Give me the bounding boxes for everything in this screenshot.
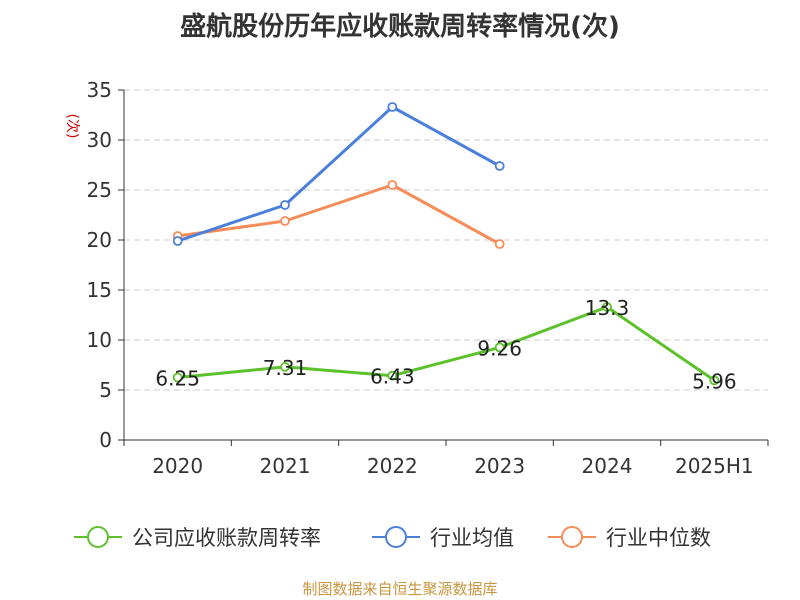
y-tick-label: 10 [87,328,112,352]
data-label: 7.31 [263,356,308,380]
x-tick-label: 2020 [152,454,203,478]
data-label: 5.96 [692,369,737,393]
legend-item: 行业中位数 [548,526,711,550]
x-tick-label: 2021 [260,454,311,478]
data-label: 13.3 [585,296,630,320]
data-labels: 6.25 7.31 6.43 9.26 13.3 5.96 [155,296,736,393]
y-tick-label: 15 [87,278,112,302]
data-point [387,370,398,381]
data-point [494,239,505,249]
data-point [387,180,398,190]
legend: 公司应收账款周转率 行业均值 行业中位数 [74,526,711,550]
legend-marker [385,526,407,548]
data-point [280,361,290,372]
x-tick-label: 2024 [582,454,633,478]
data-point [387,102,398,112]
y-tick-label: 35 [87,78,112,102]
data-label: 9.26 [477,336,522,360]
legend-marker [87,526,109,548]
data-label: 6.25 [155,367,200,391]
series-lines [172,102,720,386]
chart-title: 盛航股份历年应收账款周转率情况(次) [180,12,620,42]
legend-label: 行业中位数 [606,526,711,550]
legend-label: 公司应收账款周转率 [132,526,321,550]
y-tick-label: 25 [87,178,112,202]
x-tick-label: 2023 [474,454,525,478]
legend-label: 行业均值 [430,526,514,550]
data-point [172,236,183,246]
y-axis-label: (次) [64,114,80,139]
data-label: 6.43 [370,365,415,389]
x-tick-label: 2022 [367,454,418,478]
legend-item: 公司应收账款周转率 [74,526,321,550]
data-point [709,375,720,386]
data-point [280,200,290,210]
y-tick-label: 0 [99,428,112,452]
data-point [602,302,612,312]
axes: 0 5 10 15 20 25 30 35 2020 2021 2022 2023 2024 2025H1… [64,78,769,478]
x-tick-label: 2025H1 [675,454,754,478]
y-tick-label: 5 [99,378,112,402]
grid-lines [124,89,768,391]
data-point [280,216,290,226]
legend-marker [561,526,583,548]
data-point [494,161,505,171]
source-note: 制图数据来自恒生聚源数据库 [302,580,498,598]
data-point [172,372,183,383]
series-line [177,183,501,246]
y-tick-label: 30 [87,128,112,152]
legend-item: 行业均值 [372,526,514,550]
y-tick-label: 20 [87,228,112,252]
series-line [177,105,501,243]
data-point [494,342,505,353]
series-line [177,305,716,382]
